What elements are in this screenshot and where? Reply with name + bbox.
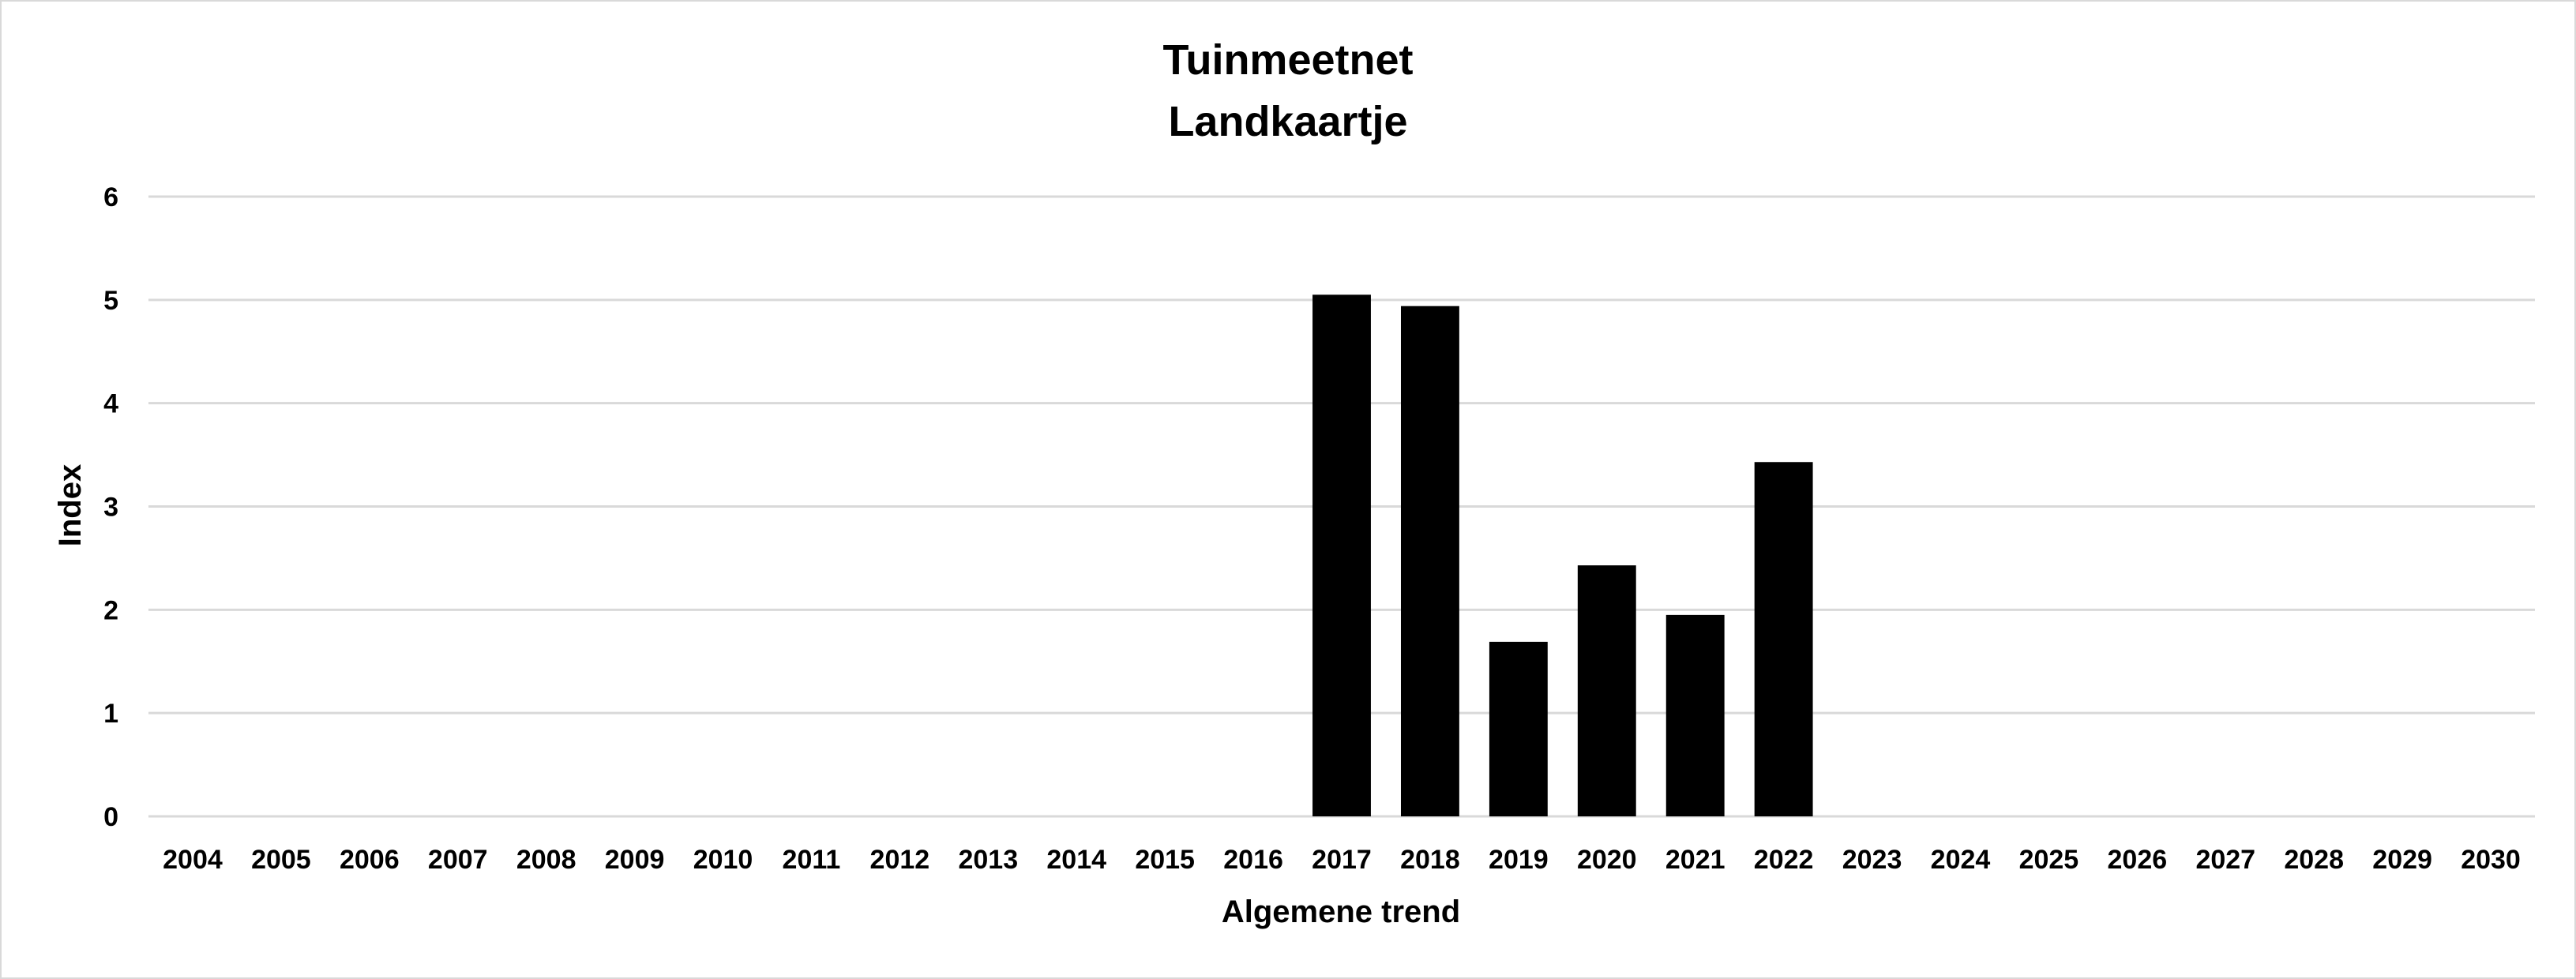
x-tick-label: 2005	[251, 845, 311, 875]
x-tick-label: 2004	[163, 845, 223, 875]
x-tick-label: 2024	[1931, 845, 1991, 875]
x-tick-label: 2027	[2195, 845, 2255, 875]
bar-2021	[1665, 614, 1725, 816]
x-tick-label: 2023	[1842, 845, 1902, 875]
y-tick-label: 4	[103, 389, 118, 419]
x-axis-title: Algemene trend	[1222, 895, 1460, 929]
y-tick-label: 2	[103, 595, 118, 625]
chart-title: Tuinmeetnet	[1162, 36, 1413, 84]
x-tick-label: 2016	[1223, 845, 1283, 875]
x-tick-label: 2020	[1577, 845, 1637, 875]
x-tick-label: 2028	[2284, 845, 2344, 875]
x-tick-label: 2017	[1312, 845, 1372, 875]
x-tick-label: 2012	[870, 845, 930, 875]
y-tick-label: 6	[103, 182, 118, 212]
bar-2018	[1400, 306, 1459, 816]
x-tick-label: 2006	[340, 845, 400, 875]
bar-2019	[1489, 641, 1548, 816]
bar-2020	[1577, 565, 1636, 816]
bar-2022	[1754, 462, 1813, 816]
chart-subtitle: Landkaartje	[1168, 98, 1407, 145]
x-tick-label: 2015	[1135, 845, 1195, 875]
x-tick-label: 2022	[1754, 845, 1814, 875]
x-tick-label: 2030	[2461, 845, 2521, 875]
x-tick-label: 2026	[2108, 845, 2168, 875]
x-tick-label: 2013	[958, 845, 1018, 875]
x-tick-label: 2009	[605, 845, 665, 875]
y-axis-tick-labels: 0 1 2 3 4 5 6	[103, 182, 118, 832]
x-tick-label: 2025	[2019, 845, 2079, 875]
x-tick-label: 2019	[1489, 845, 1549, 875]
y-tick-label: 0	[103, 802, 118, 832]
y-tick-label: 5	[103, 286, 118, 316]
y-tick-label: 3	[103, 493, 118, 523]
x-tick-label: 2008	[516, 845, 576, 875]
x-tick-label: 2021	[1665, 845, 1725, 875]
x-tick-label: 2014	[1046, 845, 1106, 875]
y-tick-label: 1	[103, 699, 118, 729]
x-axis-tick-labels: 2004 2005 2006 2007 2008 2009 2010 2011 2012 2013…	[163, 845, 2521, 875]
x-tick-label: 2007	[428, 845, 488, 875]
y-axis-title: Index	[53, 464, 88, 546]
bars	[1312, 294, 1813, 817]
bar-2017	[1312, 294, 1371, 817]
x-tick-label: 2011	[783, 845, 841, 875]
x-tick-label: 2018	[1400, 845, 1460, 875]
x-tick-label: 2029	[2372, 845, 2432, 875]
x-tick-label: 2010	[693, 845, 753, 875]
